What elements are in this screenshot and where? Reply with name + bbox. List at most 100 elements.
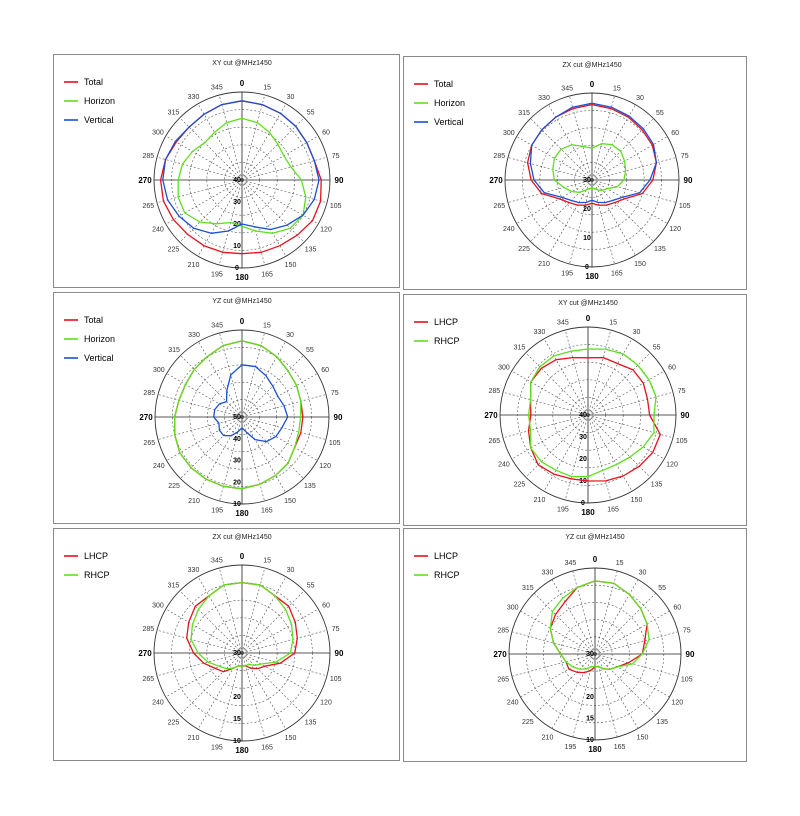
angle-tick-label: 270 bbox=[139, 413, 153, 422]
angle-tick-label: 265 bbox=[142, 676, 154, 683]
angle-tick-label: 265 bbox=[143, 440, 155, 447]
series-line-vertical bbox=[213, 364, 289, 443]
grid-spoke bbox=[525, 352, 589, 416]
angle-tick-label: 300 bbox=[503, 130, 515, 137]
angle-tick-label: 180 bbox=[585, 272, 599, 281]
grid-spoke bbox=[179, 179, 243, 243]
radial-tick-label: 30 bbox=[586, 651, 594, 658]
grid-spoke bbox=[587, 414, 612, 501]
grid-spoke bbox=[591, 179, 636, 256]
angle-tick-label: 75 bbox=[332, 153, 340, 160]
angle-tick-label: 285 bbox=[143, 390, 155, 397]
grid-spoke bbox=[241, 179, 319, 225]
legend-label: RHCP bbox=[84, 570, 110, 580]
series-line-rhcp bbox=[527, 348, 657, 478]
grid-spoke bbox=[241, 416, 318, 461]
grid-spoke bbox=[157, 416, 243, 440]
angle-tick-label: 90 bbox=[686, 650, 695, 659]
legend-label: RHCP bbox=[434, 570, 460, 580]
angle-tick-label: 210 bbox=[188, 262, 200, 269]
radial-tick-label: 0 bbox=[585, 264, 589, 271]
angle-tick-label: 300 bbox=[507, 605, 519, 612]
angle-tick-label: 60 bbox=[322, 130, 330, 137]
grid-spoke bbox=[157, 394, 243, 418]
chart-panel-2: ZX cut @MHz1450 0 15 30 55 60 75 90 105 120 135 150… bbox=[403, 56, 747, 290]
angle-tick-label: 195 bbox=[211, 745, 223, 752]
angle-tick-label: 330 bbox=[188, 94, 200, 101]
chart-title: YZ cut @MHz1450 bbox=[565, 534, 624, 541]
radial-tick-label: 0 bbox=[581, 500, 585, 507]
grid-spoke bbox=[241, 179, 287, 257]
angle-tick-label: 55 bbox=[307, 109, 315, 116]
angle-tick-label: 240 bbox=[498, 462, 510, 469]
legend-label: RHCP bbox=[434, 336, 460, 346]
polar-chart-svg: YZ cut @MHz1450 0 15 30 55 60 75 90 105 120 135 150… bbox=[64, 298, 343, 518]
polar-chart-svg: YZ cut @MHz1450 0 15 30 55 60 75 90 105 120 135 150… bbox=[414, 534, 695, 754]
grid-spoke bbox=[166, 373, 243, 418]
grid-spoke bbox=[520, 610, 596, 655]
chart-title: YZ cut @MHz1450 bbox=[212, 298, 271, 305]
angle-tick-label: 0 bbox=[593, 555, 598, 564]
angle-tick-label: 270 bbox=[138, 649, 152, 658]
grid-spoke bbox=[241, 341, 286, 418]
grid-spoke bbox=[591, 136, 668, 181]
angle-tick-label: 330 bbox=[538, 95, 550, 102]
grid-spoke bbox=[587, 414, 651, 478]
angle-tick-label: 285 bbox=[488, 388, 500, 395]
angle-tick-label: 55 bbox=[653, 344, 661, 351]
angle-tick-label: 0 bbox=[240, 317, 245, 326]
angle-tick-label: 315 bbox=[514, 344, 526, 351]
angle-tick-label: 285 bbox=[142, 153, 154, 160]
grid-spoke bbox=[516, 179, 593, 224]
grid-spoke bbox=[530, 118, 593, 181]
angle-tick-label: 90 bbox=[335, 649, 344, 658]
angle-tick-label: 285 bbox=[493, 153, 505, 160]
angle-tick-label: 60 bbox=[671, 130, 679, 137]
angle-tick-label: 105 bbox=[676, 438, 688, 445]
angle-tick-label: 15 bbox=[609, 319, 617, 326]
legend-label: LHCP bbox=[434, 317, 458, 327]
grid-spoke bbox=[241, 179, 266, 266]
grid-spoke bbox=[587, 352, 651, 416]
grid-spoke bbox=[587, 414, 674, 439]
angle-tick-label: 0 bbox=[586, 314, 591, 323]
angle-tick-label: 15 bbox=[263, 84, 271, 91]
radial-tick-label: 20 bbox=[233, 694, 241, 701]
angle-tick-label: 75 bbox=[678, 388, 686, 395]
angle-tick-label: 195 bbox=[211, 272, 223, 279]
grid-spoke bbox=[197, 179, 243, 257]
grid-spoke bbox=[218, 652, 243, 739]
radial-tick-label: 40 bbox=[233, 436, 241, 443]
radial-tick-label: 30 bbox=[233, 199, 241, 206]
grid-spoke bbox=[516, 136, 593, 181]
chart-panel-6: YZ cut @MHz1450 0 15 30 55 60 75 90 105 120 135 150… bbox=[403, 528, 747, 762]
angle-tick-label: 315 bbox=[168, 347, 180, 354]
angle-tick-label: 165 bbox=[261, 508, 273, 515]
grid-spoke bbox=[594, 653, 657, 716]
radial-tick-label: 20 bbox=[583, 206, 591, 213]
grid-spoke bbox=[548, 179, 593, 256]
angle-tick-label: 75 bbox=[332, 626, 340, 633]
polar-chart-svg: ZX cut @MHz1450 0 15 30 55 60 75 90 105 120 135 150… bbox=[64, 534, 344, 755]
grid-spoke bbox=[166, 416, 243, 461]
grid-spoke bbox=[502, 414, 589, 439]
grid-spoke bbox=[241, 416, 286, 493]
grid-spoke bbox=[572, 570, 596, 655]
angle-tick-label: 285 bbox=[497, 627, 509, 634]
angle-tick-label: 90 bbox=[681, 411, 690, 420]
grid-spoke bbox=[179, 117, 243, 181]
radial-tick-label: 10 bbox=[233, 243, 241, 250]
angle-tick-label: 315 bbox=[518, 110, 530, 117]
angle-tick-label: 345 bbox=[211, 84, 223, 91]
legend-label: Horizon bbox=[84, 96, 115, 106]
angle-tick-label: 105 bbox=[679, 203, 691, 210]
angle-tick-label: 150 bbox=[634, 261, 646, 268]
polar-chart-svg: XY cut @MHz1450 0 15 30 55 60 75 90 105 120 135 150… bbox=[414, 300, 690, 517]
angle-tick-label: 240 bbox=[503, 226, 515, 233]
angle-tick-label: 345 bbox=[557, 319, 569, 326]
angle-tick-label: 120 bbox=[666, 462, 678, 469]
angle-tick-label: 105 bbox=[681, 677, 693, 684]
chart-panel-1: XY cut @MHz1450 0 15 30 55 60 75 90 105 120 135 150… bbox=[53, 54, 400, 288]
angle-tick-label: 135 bbox=[305, 720, 317, 727]
angle-tick-label: 75 bbox=[683, 627, 691, 634]
